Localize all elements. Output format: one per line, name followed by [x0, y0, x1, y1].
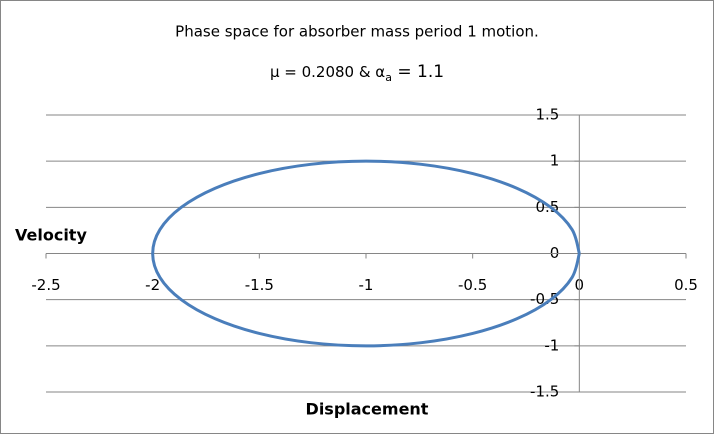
x-tick-label: 0.5 [674, 276, 698, 294]
y-tick-label: 1 [550, 152, 560, 170]
x-axis-label: Displacement [306, 400, 429, 419]
y-axis-label: Velocity [15, 226, 87, 245]
subtitle-suffix: = 1.1 [392, 62, 444, 82]
chart-title: Phase space for absorber mass period 1 m… [175, 23, 539, 41]
chart-subtitle: μ = 0.2080 & αa = 1.1 [270, 62, 444, 84]
x-tick-label: -1.5 [245, 276, 274, 294]
subtitle-subscript: a [385, 71, 392, 84]
x-tick-label: -0.5 [458, 276, 487, 294]
x-tick-label: -1 [359, 276, 374, 294]
subtitle-text: μ = 0.2080 & α [270, 63, 385, 81]
x-tick-label: -2.5 [31, 276, 60, 294]
y-tick-label: -0.5 [530, 290, 559, 308]
series-line [151, 159, 581, 348]
y-tick-label: -1.5 [530, 383, 559, 401]
x-tick-label: -2 [145, 276, 160, 294]
y-tick-label: 1.5 [535, 106, 559, 124]
y-tick-label: -1 [544, 336, 559, 354]
